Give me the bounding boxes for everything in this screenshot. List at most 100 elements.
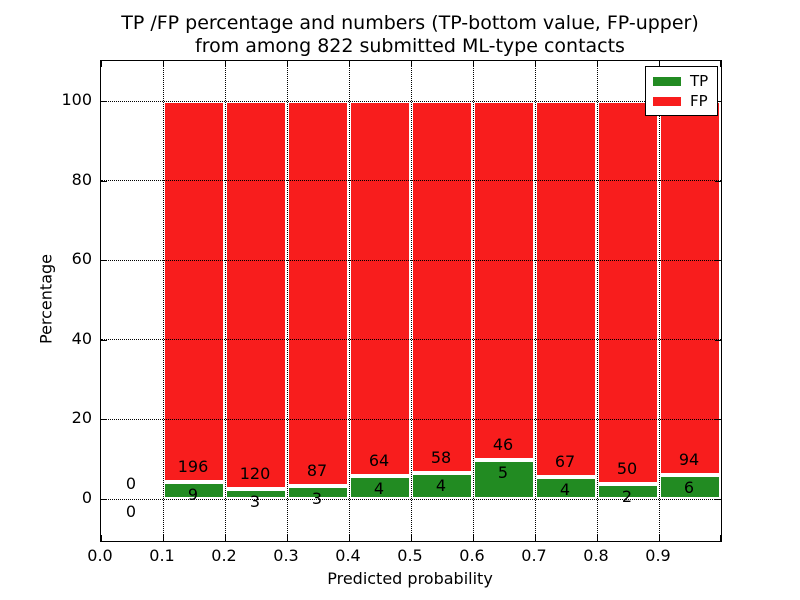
bar-fp-segment [473, 101, 535, 460]
fp-count-label: 0 [125, 474, 137, 493]
y-tick [101, 180, 107, 182]
y-tick-label: 100 [61, 90, 92, 109]
fp-count-label: 58 [430, 448, 452, 468]
legend: TP FP [645, 66, 719, 116]
x-tick-label: 0.3 [273, 546, 299, 565]
x-tick [163, 535, 164, 541]
y-tick [715, 419, 721, 421]
bar-fp-segment [411, 101, 473, 474]
y-tick [101, 419, 107, 421]
x-tick [659, 61, 660, 67]
tp-count-label: 3 [249, 492, 261, 512]
x-tick [349, 61, 350, 67]
gridline-v [596, 61, 598, 541]
y-tick [715, 260, 721, 262]
bar-fp-segment [163, 101, 225, 482]
fp-count-label: 196 [177, 456, 209, 476]
fp-count-label: 87 [306, 460, 328, 480]
chart-title-line2: from among 822 submitted ML-type contact… [195, 35, 625, 57]
y-tick-label: 60 [71, 249, 92, 269]
bar-tp-segment [225, 489, 287, 499]
ticks-layer [101, 61, 721, 541]
gridline-v [224, 61, 226, 541]
x-tick [597, 61, 598, 67]
bar-fp-segment [597, 101, 659, 484]
fp-count-label: 64 [368, 450, 390, 470]
y-tick-label: 40 [71, 328, 92, 348]
bars-layer [101, 61, 721, 541]
x-tick [411, 61, 412, 67]
y-tick-label: 20 [71, 408, 92, 428]
fp-count-label: 120 [239, 464, 271, 484]
bar-fp-segment [659, 101, 721, 476]
gridline-v [410, 61, 412, 541]
gridline-v [348, 61, 350, 541]
x-tick [720, 61, 721, 67]
fp-count-label: 50 [616, 458, 638, 478]
x-tick-label: 0.8 [583, 546, 609, 565]
bar-tp-segment [411, 473, 473, 499]
x-tick [535, 535, 536, 541]
x-tick-label: 0.6 [459, 546, 485, 565]
legend-label-tp: TP [690, 72, 709, 90]
plot-area [100, 60, 722, 542]
tp-count-label: 5 [497, 462, 509, 482]
x-tick [473, 535, 474, 541]
bar-fp-segment [225, 101, 287, 490]
x-tick-label: 0.5 [397, 546, 423, 565]
x-tick [411, 535, 412, 541]
x-tick [473, 61, 474, 67]
chart-title: TP /FP percentage and numbers (TP-bottom… [100, 12, 720, 58]
x-tick [597, 535, 598, 541]
tp-count-label: 3 [311, 488, 323, 508]
legend-swatch-tp-icon [653, 76, 681, 86]
y-tick-label: 0 [81, 488, 92, 507]
bar-tp-segment [163, 481, 225, 499]
tp-count-label: 2 [621, 486, 633, 506]
x-tick [101, 535, 102, 541]
tp-count-label: 0 [125, 502, 137, 521]
bar-tp-segment [349, 475, 411, 499]
tp-count-label: 9 [187, 484, 199, 504]
bar-tp-segment [659, 475, 721, 499]
x-tick-label: 0.7 [521, 546, 547, 565]
y-tick [715, 499, 721, 500]
x-tick [225, 61, 226, 67]
x-tick-label: 0.2 [211, 546, 237, 565]
x-tick [287, 535, 288, 541]
grid-layer [101, 61, 721, 541]
fp-count-label: 67 [554, 451, 576, 471]
y-tick [715, 180, 721, 182]
x-tick [287, 61, 288, 67]
fp-count-label: 94 [678, 450, 700, 470]
fp-count-label: 46 [492, 434, 514, 454]
x-tick [101, 61, 102, 67]
x-tick-label: 0.4 [335, 546, 361, 565]
y-tick [101, 101, 107, 102]
bar-tp-segment [287, 485, 349, 499]
y-tick [715, 339, 721, 341]
x-tick [349, 535, 350, 541]
legend-swatch-fp-icon [653, 96, 681, 106]
chart-title-line1: TP /FP percentage and numbers (TP-bottom… [121, 12, 699, 34]
gridline-v [658, 61, 660, 541]
bar-fp-segment [535, 101, 597, 477]
x-tick-label: 0.9 [645, 546, 671, 565]
legend-row-fp: FP [653, 91, 708, 111]
y-tick [101, 499, 107, 500]
legend-label-fp: FP [690, 92, 708, 110]
x-tick [659, 535, 660, 541]
x-tick [535, 61, 536, 67]
tp-count-label: 6 [683, 478, 695, 498]
x-tick [225, 535, 226, 541]
bar-tp-segment [597, 483, 659, 499]
gridline-v [534, 61, 536, 541]
x-tick [720, 535, 721, 541]
bar-fp-segment [349, 101, 411, 476]
gridline-v [286, 61, 288, 541]
gridline-v [162, 61, 164, 541]
y-tick-label: 80 [71, 169, 92, 189]
tp-count-label: 4 [559, 479, 571, 499]
x-tick [163, 61, 164, 67]
